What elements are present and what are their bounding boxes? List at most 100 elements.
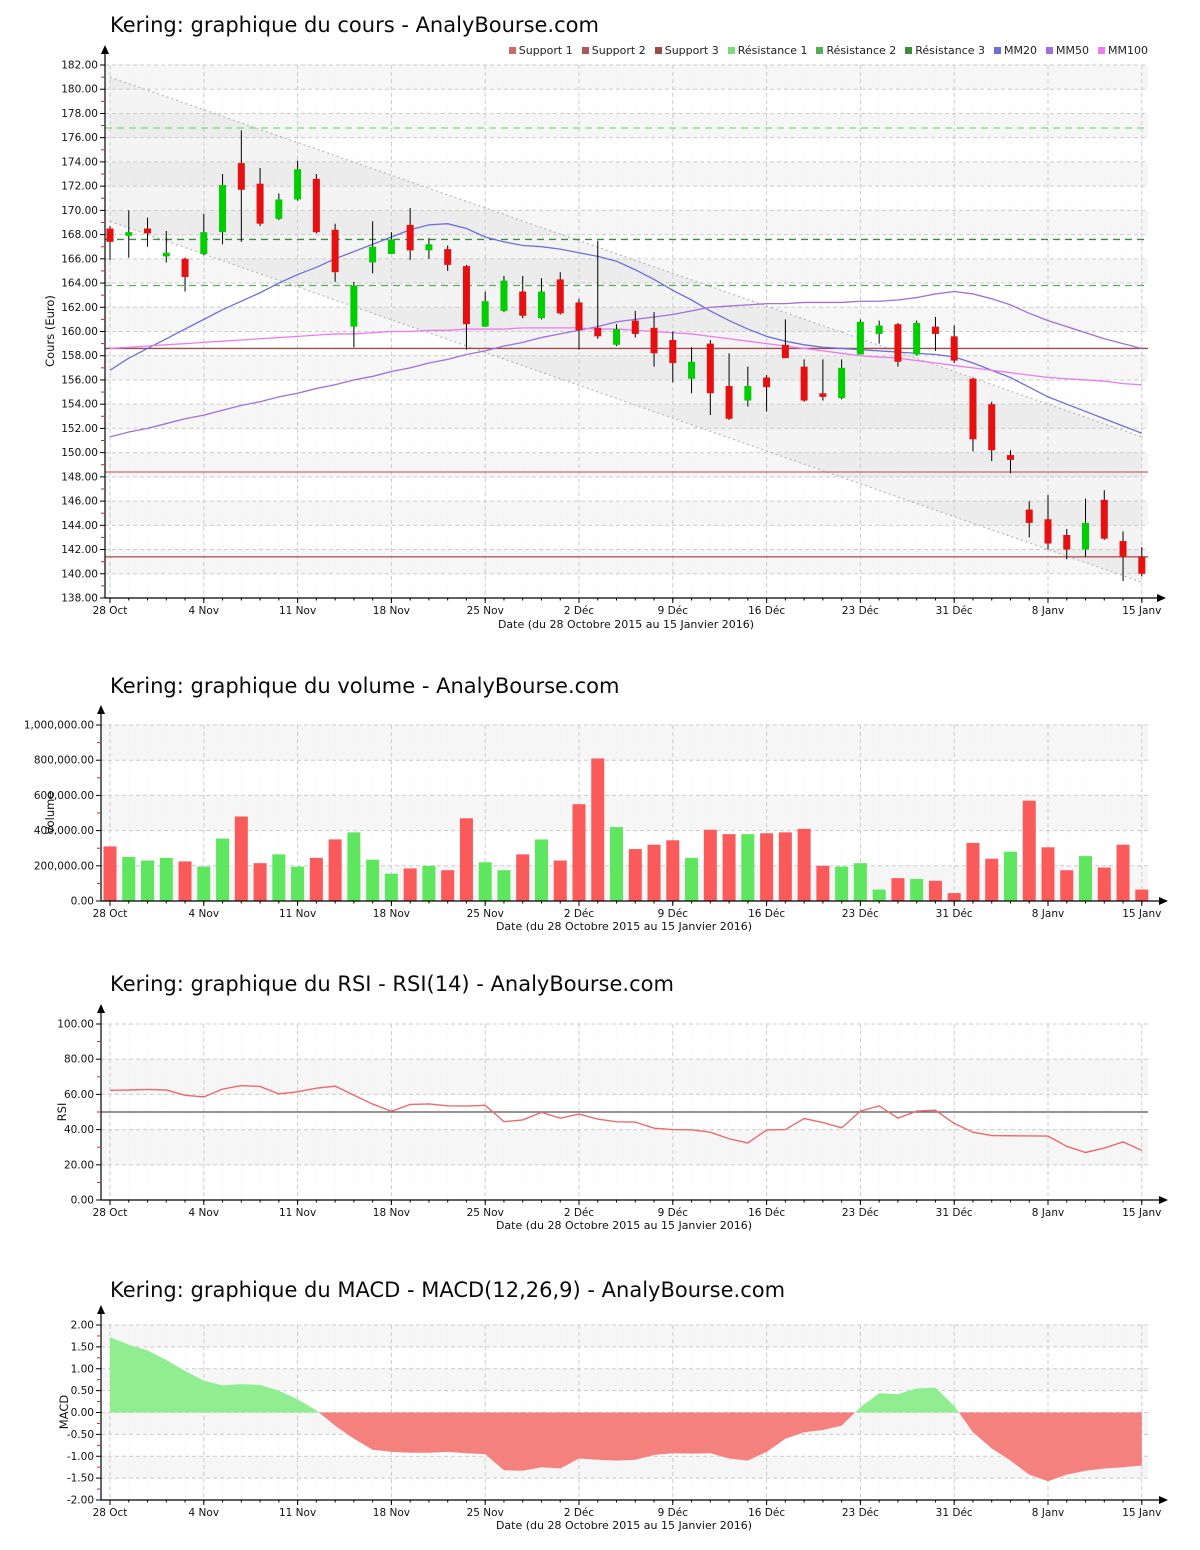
svg-text:9 Déc: 9 Déc <box>658 1207 689 1219</box>
price-x-axis-label: Date (du 28 Octobre 2015 au 15 Janvier 2… <box>497 618 755 631</box>
svg-text:28 Oct: 28 Oct <box>93 1207 128 1219</box>
legend-label: Support 2 <box>591 44 646 57</box>
legend-label: Support 3 <box>664 44 719 57</box>
svg-text:4 Nov: 4 Nov <box>189 605 220 617</box>
svg-text:8 Janv: 8 Janv <box>1032 1507 1064 1519</box>
svg-text:15 Janv: 15 Janv <box>1122 1207 1161 1219</box>
rsi-line <box>109 1084 1143 1154</box>
macd-positive-area <box>110 1337 1142 1413</box>
macd-chart: 2.00 1.50 1.00 0.50 0.00 -0.50 -1.00 -1.50 -2.00… <box>67 1305 1168 1519</box>
legend-label: MM100 <box>1108 44 1148 57</box>
volume-bars <box>103 758 1149 901</box>
svg-text:154.00: 154.00 <box>61 399 98 411</box>
svg-text:31 Déc: 31 Déc <box>936 605 973 617</box>
svg-text:9 Déc: 9 Déc <box>658 605 689 617</box>
svg-text:25 Nov: 25 Nov <box>467 1507 504 1519</box>
svg-text:170.00: 170.00 <box>61 205 98 217</box>
legend-item: MM100 <box>1098 44 1148 57</box>
svg-text:8 Janv: 8 Janv <box>1032 908 1064 920</box>
svg-text:100.00: 100.00 <box>57 1019 94 1031</box>
trend-channel-lower-line <box>109 220 1142 583</box>
svg-text:23 Déc: 23 Déc <box>842 1207 879 1219</box>
svg-text:1.00: 1.00 <box>71 1363 94 1375</box>
svg-text:156.00: 156.00 <box>61 374 98 386</box>
rsi-chart-title: Kering: graphique du RSI - RSI(14) - Ana… <box>110 972 674 996</box>
svg-text:25 Nov: 25 Nov <box>467 1207 504 1219</box>
svg-text:11 Nov: 11 Nov <box>279 1507 316 1519</box>
svg-text:4 Nov: 4 Nov <box>189 1207 220 1219</box>
svg-text:2 Déc: 2 Déc <box>564 1507 595 1519</box>
legend-swatch-icon <box>654 47 662 54</box>
svg-text:16 Déc: 16 Déc <box>748 605 785 617</box>
svg-text:-0.50: -0.50 <box>67 1429 94 1441</box>
svg-text:158.00: 158.00 <box>61 350 98 362</box>
candles <box>106 130 1146 582</box>
svg-text:142.00: 142.00 <box>61 544 98 556</box>
svg-text:31 Déc: 31 Déc <box>936 1507 973 1519</box>
svg-text:15 Janv: 15 Janv <box>1122 1507 1161 1519</box>
svg-text:16 Déc: 16 Déc <box>748 908 785 920</box>
svg-text:0.50: 0.50 <box>71 1385 94 1397</box>
mm50-line <box>109 290 1142 438</box>
legend-item: MM50 <box>1046 44 1089 57</box>
price-chart-title: Kering: graphique du cours - AnalyBourse… <box>110 13 599 37</box>
svg-text:2 Déc: 2 Déc <box>564 908 595 920</box>
svg-text:148.00: 148.00 <box>61 471 98 483</box>
svg-text:8 Janv: 8 Janv <box>1032 1207 1064 1219</box>
svg-text:182.00: 182.00 <box>61 60 98 72</box>
svg-text:4 Nov: 4 Nov <box>189 908 220 920</box>
svg-text:25 Nov: 25 Nov <box>467 605 504 617</box>
svg-text:0.00: 0.00 <box>71 1195 94 1207</box>
svg-text:23 Déc: 23 Déc <box>842 908 879 920</box>
svg-text:18 Nov: 18 Nov <box>373 908 410 920</box>
legend-swatch-icon <box>727 47 735 54</box>
svg-text:174.00: 174.00 <box>61 156 98 168</box>
svg-text:-1.50: -1.50 <box>67 1473 94 1485</box>
svg-text:9 Déc: 9 Déc <box>658 908 689 920</box>
svg-text:31 Déc: 31 Déc <box>936 1207 973 1219</box>
price-chart: 182.00 180.00 178.00 176.00 174.00 172.00 170.… <box>61 45 1166 617</box>
svg-text:146.00: 146.00 <box>61 496 98 508</box>
svg-text:8 Janv: 8 Janv <box>1032 605 1064 617</box>
svg-text:-1.00: -1.00 <box>67 1451 94 1463</box>
legend-swatch-icon <box>508 47 516 54</box>
svg-text:18 Nov: 18 Nov <box>373 605 410 617</box>
svg-text:180.00: 180.00 <box>61 84 98 96</box>
volume-x-axis-label: Date (du 28 Octobre 2015 au 15 Janvier 2… <box>495 920 753 933</box>
legend-item: Résistance 3 <box>905 44 985 57</box>
legend-item: Support 3 <box>654 44 719 57</box>
svg-text:40.00: 40.00 <box>64 1124 94 1136</box>
svg-text:0.00: 0.00 <box>71 1407 94 1419</box>
svg-text:16 Déc: 16 Déc <box>748 1207 785 1219</box>
legend-item: Support 2 <box>581 44 646 57</box>
svg-text:15 Janv: 15 Janv <box>1122 605 1161 617</box>
mm20-line <box>109 223 1143 434</box>
legend-swatch-icon <box>994 47 1002 54</box>
svg-text:150.00: 150.00 <box>61 447 98 459</box>
svg-text:18 Nov: 18 Nov <box>373 1507 410 1519</box>
svg-text:16 Déc: 16 Déc <box>748 1507 785 1519</box>
svg-text:152.00: 152.00 <box>61 423 98 435</box>
legend-item: Support 1 <box>508 44 573 57</box>
svg-text:166.00: 166.00 <box>61 253 98 265</box>
trend-channel-upper-line <box>109 76 1142 438</box>
macd-chart-title: Kering: graphique du MACD - MACD(12,26,9… <box>110 1278 786 1302</box>
legend-swatch-icon <box>581 47 589 54</box>
svg-text:2 Déc: 2 Déc <box>564 605 595 617</box>
svg-text:600,000.00: 600,000.00 <box>34 790 94 802</box>
legend-swatch-icon <box>1046 47 1054 54</box>
svg-text:144.00: 144.00 <box>61 520 98 532</box>
svg-text:4 Nov: 4 Nov <box>189 1507 220 1519</box>
svg-text:0.00: 0.00 <box>71 896 94 908</box>
legend-label: MM20 <box>1004 44 1038 57</box>
legend-label: Résistance 1 <box>737 44 808 57</box>
legend-item: Résistance 2 <box>816 44 896 57</box>
svg-text:25 Nov: 25 Nov <box>467 908 504 920</box>
legend-item: MM20 <box>994 44 1037 57</box>
legend-label: MM50 <box>1056 44 1090 57</box>
svg-text:11 Nov: 11 Nov <box>279 605 316 617</box>
svg-text:160.00: 160.00 <box>61 326 98 338</box>
legend-swatch-icon <box>1098 47 1106 54</box>
svg-text:138.00: 138.00 <box>61 593 98 605</box>
